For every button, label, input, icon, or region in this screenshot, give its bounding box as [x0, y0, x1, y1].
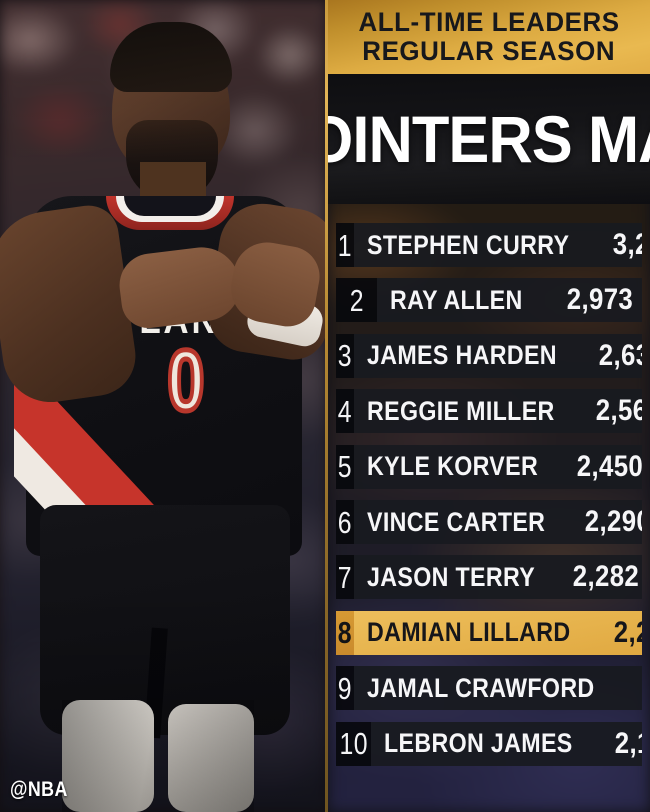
leaderboard-row: 2 RAY ALLEN 2,973 [336, 278, 642, 323]
row-player-name: KYLE KORVER [366, 451, 538, 482]
row-rank: 2 [336, 278, 377, 323]
panel-gold-divider [325, 0, 328, 812]
row-stat-value: 2,973 [566, 283, 633, 317]
row-rank-value: 4 [337, 393, 352, 429]
row-player-name: LEBRON JAMES [384, 728, 574, 759]
row-stat-value: 2,222 [614, 615, 642, 649]
row-stat-value: 2,560 [595, 394, 642, 428]
row-rank-value: 6 [337, 504, 352, 540]
player-shorts [40, 505, 290, 735]
player-right-leg [168, 704, 254, 812]
row-rank-value: 5 [337, 449, 352, 485]
row-rank: 5 [336, 444, 354, 489]
row-rank: 10 [336, 721, 372, 766]
page-title: 3-POINTERS MADE [328, 102, 650, 176]
row-player-name: REGGIE MILLER [366, 395, 555, 426]
row-rank-value: 1 [337, 227, 352, 263]
player-left-leg [62, 700, 154, 812]
row-rank-value: 7 [337, 559, 352, 595]
row-rank-value: 3 [337, 338, 352, 374]
row-player-name: RAY ALLEN [390, 284, 523, 315]
row-stat-value: 2,290 [584, 505, 642, 538]
row-rank: 7 [336, 555, 354, 600]
leaderboard-row: 7 JASON TERRY 2,282 [336, 555, 642, 600]
row-rank-value: 9 [337, 670, 352, 706]
row-body: LEBRON JAMES 2,188 [371, 721, 642, 766]
row-player-name: VINCE CARTER [366, 506, 546, 537]
row-rank-value: 2 [349, 282, 364, 318]
row-body: REGGIE MILLER 2,560 [353, 389, 642, 434]
row-body: VINCE CARTER 2,290 [353, 500, 642, 544]
leaderboard-row: 6 VINCE CARTER 2,290 [336, 500, 642, 544]
row-body: JASON TERRY 2,282 [353, 555, 642, 600]
row-player-name: STEPHEN CURRY [366, 229, 570, 260]
nba-watermark: @NBA [10, 778, 68, 801]
row-body: STEPHEN CURRY 3,248 [353, 223, 642, 267]
leaderboard-row: 10 LEBRON JAMES 2,188 [336, 721, 642, 766]
row-body: JAMAL CRAWFORD2,221 [353, 666, 642, 711]
header-banner: ALL-TIME LEADERS REGULAR SEASON [328, 0, 650, 74]
row-stat-value: 2,188 [614, 726, 642, 760]
player-figure: RTLAND 0 [0, 0, 327, 812]
leaderboard-row: 8 DAMIAN LILLARD 2,222 [336, 610, 642, 655]
leaderboard-row: 3 JAMES HARDEN 2,631 [336, 333, 642, 378]
row-body: JAMES HARDEN 2,631 [353, 333, 642, 378]
row-stat-value: 2,282 [572, 560, 640, 594]
jersey-number: 0 [165, 333, 206, 429]
jersey-collar-inner [124, 196, 216, 216]
title-block: 3-POINTERS MADE [328, 74, 650, 204]
row-player-name: JAMES HARDEN [366, 340, 557, 371]
row-body: RAY ALLEN 2,973 [377, 278, 642, 323]
row-rank: 8 [336, 610, 354, 655]
row-rank: 6 [336, 500, 354, 544]
row-stat-value: 2,450 [576, 449, 642, 483]
leaderboard-row: 1 STEPHEN CURRY 3,248 [336, 223, 642, 267]
player-hair [110, 22, 232, 92]
banner-line-2: REGULAR SEASON [362, 36, 616, 66]
row-player-name: DAMIAN LILLARD [366, 617, 571, 648]
row-rank-value: 10 [339, 726, 368, 762]
row-body: KYLE KORVER 2,450 [353, 444, 642, 489]
row-stat-value: 2,631 [598, 338, 642, 372]
player-leg-shading [62, 700, 254, 812]
leaderboard-row: 5 KYLE KORVER 2,450 [336, 444, 642, 489]
row-rank: 3 [336, 333, 354, 378]
row-rank: 4 [336, 389, 354, 434]
leaderboard-panel: ALL-TIME LEADERS REGULAR SEASON 3-POINTE… [328, 0, 650, 812]
row-rank-value: 8 [337, 615, 352, 651]
row-stat-value: 3,248 [612, 228, 642, 261]
player-photo: RTLAND 0 @NBA [0, 0, 327, 812]
row-rank: 9 [336, 666, 354, 711]
row-rank: 1 [336, 223, 354, 267]
row-body: DAMIAN LILLARD 2,222 [353, 610, 642, 655]
leaderboard-row: 4 REGGIE MILLER 2,560 [336, 389, 642, 434]
row-player-name: JAMAL CRAWFORD [366, 672, 595, 703]
banner-line-1: ALL-TIME LEADERS [358, 7, 620, 37]
row-player-name: JASON TERRY [366, 561, 535, 592]
